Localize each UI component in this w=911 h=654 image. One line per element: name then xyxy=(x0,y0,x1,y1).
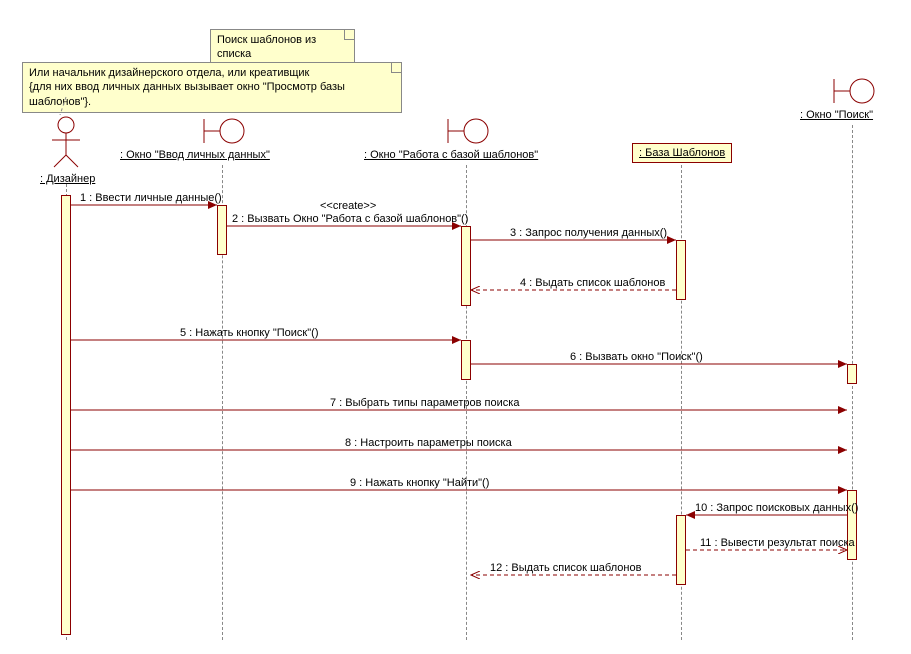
note-title-text: Поиск шаблонов из списка xyxy=(217,34,316,60)
sequence-diagram: Поиск шаблонов из списка Или начальник д… xyxy=(0,0,911,654)
win3-head: : Окно "Поиск" xyxy=(820,75,888,110)
win1-label: : Окно "Ввод личных данных" xyxy=(120,149,270,161)
actor-activation xyxy=(61,195,71,635)
msg-10: 10 : Запрос поисковых данных() xyxy=(695,502,858,514)
win2-label: : Окно "Работа с базой шаблонов" xyxy=(364,149,538,161)
msg-8: 8 : Настроить параметры поиска xyxy=(345,437,512,449)
msg-4: 4 : Выдать список шаблонов xyxy=(520,277,665,289)
win2-activation-2 xyxy=(461,340,471,380)
msg-5: 5 : Нажать кнопку "Поиск"() xyxy=(180,327,318,339)
win2-activation-1 xyxy=(461,226,471,306)
msg-12: 12 : Выдать список шаблонов xyxy=(490,562,641,574)
db-activation-1 xyxy=(676,240,686,300)
msg-7: 7 : Выбрать типы параметров поиска xyxy=(330,397,519,409)
win3-label: : Окно "Поиск" xyxy=(800,109,873,121)
msg-3: 3 : Запрос получения данных() xyxy=(510,227,667,239)
win3-activation-1 xyxy=(847,364,857,384)
msg-2: 2 : Вызвать Окно "Работа с базой шаблоно… xyxy=(232,213,468,225)
win2-head: : Окно "Работа с базой шаблонов" xyxy=(434,115,502,150)
msg-2-stereo: <<create>> xyxy=(320,200,376,212)
db-label: : База Шаблонов xyxy=(639,147,725,159)
msg-1: 1 : Ввести личные данные() xyxy=(80,192,222,204)
msg-6: 6 : Вызвать окно "Поиск"() xyxy=(570,351,703,363)
actor-head: : Дизайнер xyxy=(40,115,92,185)
note-constraint-text: Или начальник дизайнерского отдела, или … xyxy=(29,67,345,108)
msg-11: 11 : Вывести результат поиска xyxy=(700,537,855,549)
db-activation-2 xyxy=(676,515,686,585)
win1-activation xyxy=(217,205,227,255)
win3-activation-2 xyxy=(847,490,857,560)
win1-head: : Окно "Ввод личных данных" xyxy=(190,115,258,150)
db-head: : База Шаблонов xyxy=(632,143,732,163)
note-title: Поиск шаблонов из списка xyxy=(210,29,355,66)
note-constraint: Или начальник дизайнерского отдела, или … xyxy=(22,62,402,113)
msg-9: 9 : Нажать кнопку "Найти"() xyxy=(350,477,489,489)
